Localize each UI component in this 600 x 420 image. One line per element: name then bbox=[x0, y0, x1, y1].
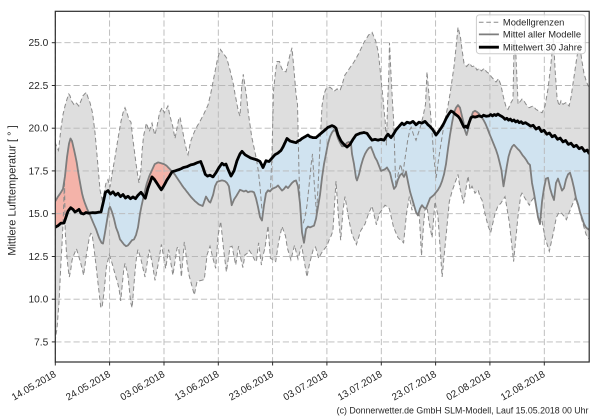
svg-text:20.0: 20.0 bbox=[28, 124, 48, 135]
svg-text:Mittlere Lufttemperatur [ ° ]: Mittlere Lufttemperatur [ ° ] bbox=[7, 125, 19, 255]
svg-text:22.5: 22.5 bbox=[28, 81, 48, 92]
svg-text:25.0: 25.0 bbox=[28, 38, 48, 49]
svg-text:(c) Donnerwetter.de GmbH SLM-M: (c) Donnerwetter.de GmbH SLM-Modell, Lau… bbox=[337, 405, 589, 415]
svg-text:7.5: 7.5 bbox=[34, 337, 48, 348]
svg-text:Mittelwert 30 Jahre: Mittelwert 30 Jahre bbox=[503, 41, 582, 52]
svg-text:10.0: 10.0 bbox=[28, 295, 48, 306]
svg-text:12.5: 12.5 bbox=[28, 252, 48, 263]
svg-text:17.5: 17.5 bbox=[28, 166, 48, 177]
svg-text:Modellgrenzen: Modellgrenzen bbox=[503, 16, 565, 27]
svg-text:15.0: 15.0 bbox=[28, 209, 48, 220]
svg-text:Mittel aller Modelle: Mittel aller Modelle bbox=[503, 29, 581, 40]
